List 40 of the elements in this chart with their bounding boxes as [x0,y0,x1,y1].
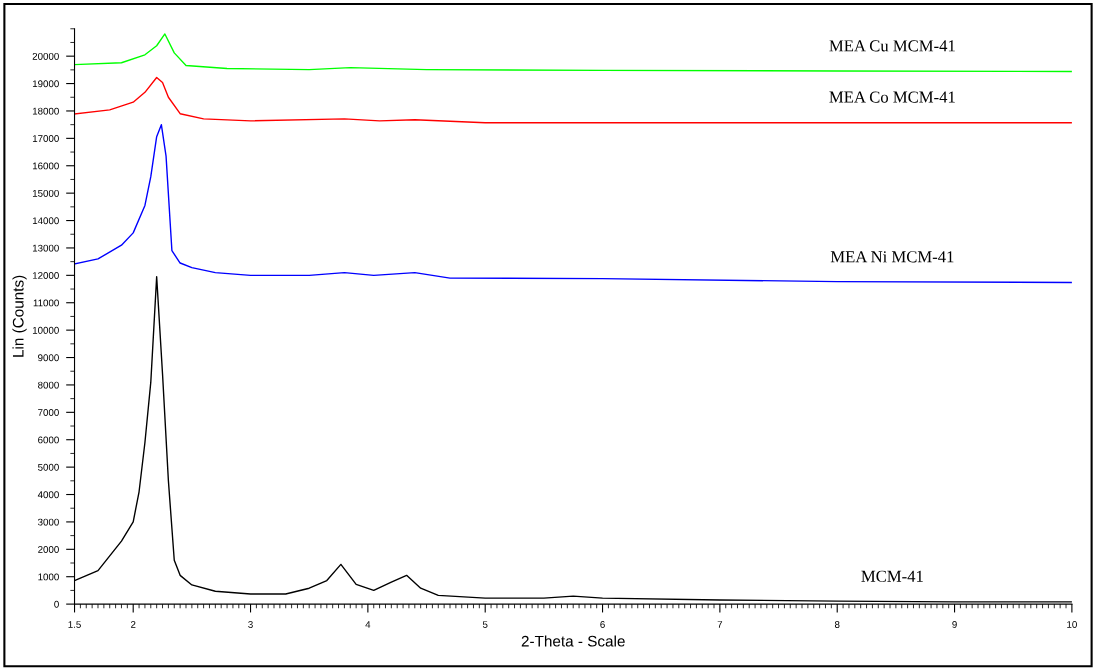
y-tick-label: 0 [54,600,59,608]
series-label: MEA Co MCM-41 [829,91,955,103]
x-tick-label: 9 [952,621,957,628]
x-tick-label: 1.5 [68,621,81,628]
y-tick-label: 16000 [32,162,59,170]
y-tick-label: 9000 [38,354,59,362]
series-label: MEA Ni MCM-41 [830,251,954,263]
y-tick-label: 18000 [32,107,59,115]
y-tick-label: 3000 [38,518,59,526]
y-tick-label: 12000 [32,272,59,279]
y-tick-label: 4000 [37,491,59,499]
y-tick-label: 11000 [33,299,59,307]
y-tick-label: 14000 [32,217,59,225]
y-tick-label: 13000 [32,244,59,252]
y-tick-label: 1000 [38,573,59,581]
x-tick-label: 6 [600,621,605,628]
x-tick-label: 10 [1067,621,1077,628]
y-tick-label: 7000 [38,409,59,416]
line-series [74,123,1072,284]
y-tick-label: 19000 [32,80,59,88]
y-tick-label: 20000 [32,52,59,60]
x-tick-label: 8 [834,621,840,628]
x-tick-label: 2 [130,621,136,628]
y-tick-label: 8000 [38,381,59,389]
y-tick-label: 10000 [32,326,59,334]
x-tick-label: 3 [248,621,253,628]
y-tick-label: 6000 [38,436,59,444]
y-tick-label: 2000 [38,546,59,553]
y-tick-label: 5000 [38,463,59,471]
y-axis-title: Lin (Counts) [12,275,27,357]
series-label: MCM-41 [861,570,923,582]
series-label: MEA Cu MCM-41 [829,40,955,52]
line-series [74,33,1072,73]
x-tick-label: 5 [482,621,488,628]
line-series [74,76,1072,124]
x-axis-title: 2-Theta - Scale [521,635,625,647]
y-tick-label: 17000 [32,135,59,142]
x-tick-label: 7 [717,621,723,628]
x-tick-label: 4 [365,621,371,628]
y-tick-label: 15000 [32,189,59,197]
